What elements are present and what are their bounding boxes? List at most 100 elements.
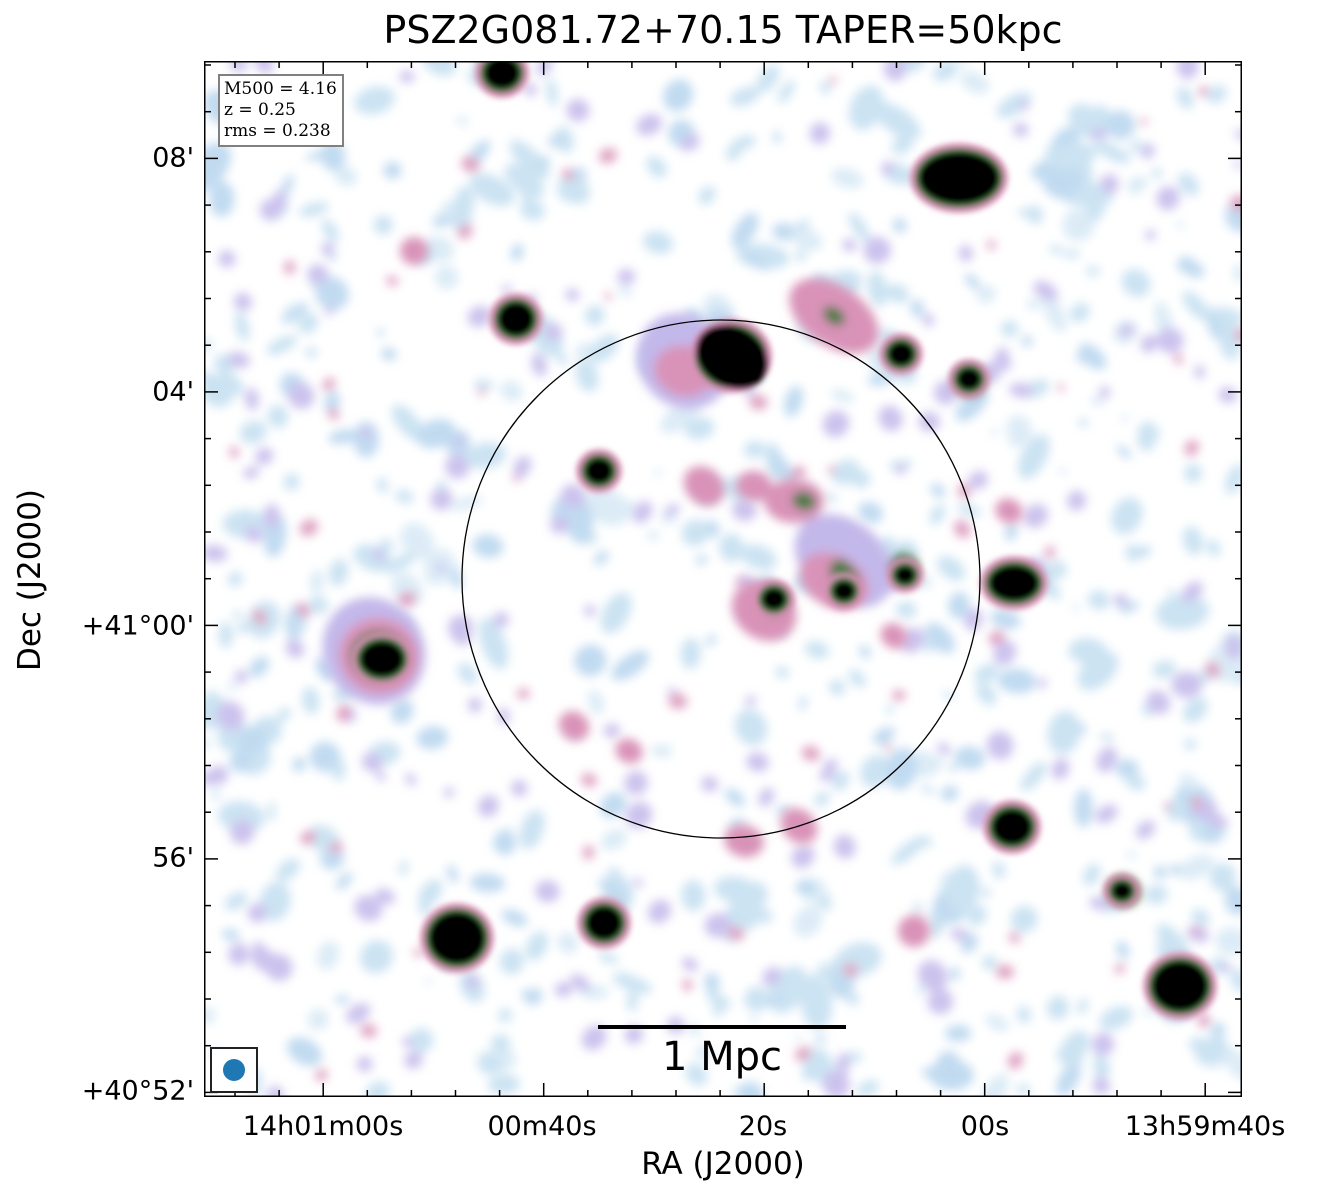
noise-blob [1093,140,1131,164]
noise-blob [283,260,296,275]
noise-blob [366,1081,390,1097]
noise-blob [624,770,648,796]
noise-blob [832,770,850,791]
noise-blob [823,1069,850,1097]
noise-blob [878,405,903,432]
noise-blob [1026,205,1044,224]
noise-blob [1116,941,1130,959]
noise-blob [505,1013,513,1022]
noise-blob [322,377,336,391]
noise-blob [436,480,447,491]
noise-blob [982,888,991,898]
noise-blob [574,644,607,677]
noise-blob [1196,1035,1228,1065]
noise-blob [895,463,907,475]
noise-blob [395,489,414,504]
noise-blob [680,637,701,669]
noise-blob [617,268,636,285]
noise-blob [391,404,425,442]
noise-blob [740,544,777,570]
noise-blob [504,163,545,199]
noise-blob [1041,162,1084,200]
noise-blob [234,669,248,684]
noise-blob [1092,1032,1115,1057]
noise-blob [593,550,609,566]
noise-blob [477,1051,503,1075]
noise-blob [831,167,864,189]
noise-blob [497,707,510,726]
noise-blob [925,622,955,654]
noise-blob [354,895,383,922]
noise-blob [328,558,349,587]
noise-blob [946,864,980,914]
noise-blob [1184,463,1203,483]
scale-bar [598,1025,846,1029]
noise-blob [822,410,850,438]
noise-blob [1033,281,1058,301]
noise-blob [682,978,693,992]
noise-blob [1164,802,1172,811]
noise-blob [500,380,523,402]
noise-blob [456,116,469,126]
noise-blob [706,991,732,1009]
noise-blob [516,688,530,700]
noise-blob [1223,1047,1242,1081]
noise-blob [509,139,550,180]
noise-blob [814,791,830,807]
noise-blob [990,428,998,437]
noise-blob [1155,594,1210,630]
noise-blob [224,892,248,911]
source-core [360,641,404,677]
noise-blob [1019,100,1030,111]
noise-blob [600,592,632,634]
noise-blob [276,858,300,882]
noise-blob [334,165,357,187]
noise-blob [831,459,860,486]
noise-blob [1156,327,1184,354]
noise-blob [1089,128,1108,140]
noise-blob [1092,1077,1111,1095]
noise-blob [243,466,260,479]
noise-blob [750,1014,759,1024]
noise-blob [891,135,914,155]
noise-blob [873,102,921,140]
noise-blob [1190,796,1202,809]
noise-blob [255,447,274,465]
diffuse-blob [558,711,590,741]
noise-blob [633,877,643,888]
noise-blob [976,285,996,304]
noise-blob [1234,264,1242,282]
noise-blob [1093,1051,1104,1079]
noise-blob [927,988,954,1015]
noise-blob [390,699,414,724]
noise-blob [976,683,997,706]
noise-blob [598,952,619,964]
noise-blob [452,190,473,234]
noise-blob [614,667,627,680]
noise-blob [376,327,384,338]
noise-blob [1042,291,1067,333]
noise-blob [1140,427,1161,443]
noise-blob [705,634,717,646]
noise-blob [229,750,252,773]
noise-blob [1013,122,1029,137]
noise-blob [1056,1062,1082,1096]
noise-blob [1206,85,1227,104]
noise-blob [771,983,788,997]
noise-blob [948,763,958,773]
noise-blob [248,656,270,678]
noise-blob [937,742,951,756]
noise-blob [292,756,306,772]
noise-blob [1095,804,1118,824]
noise-blob [856,1080,880,1097]
noise-blob [217,372,244,397]
noise-blob [680,134,700,152]
noise-blob [546,78,558,107]
noise-blob [1230,968,1242,992]
noise-blob [1062,208,1095,242]
noise-blob [1208,814,1228,830]
noise-blob [945,1024,972,1042]
noise-blob [823,758,838,772]
noise-blob [1169,864,1183,876]
noise-blob [809,122,831,145]
